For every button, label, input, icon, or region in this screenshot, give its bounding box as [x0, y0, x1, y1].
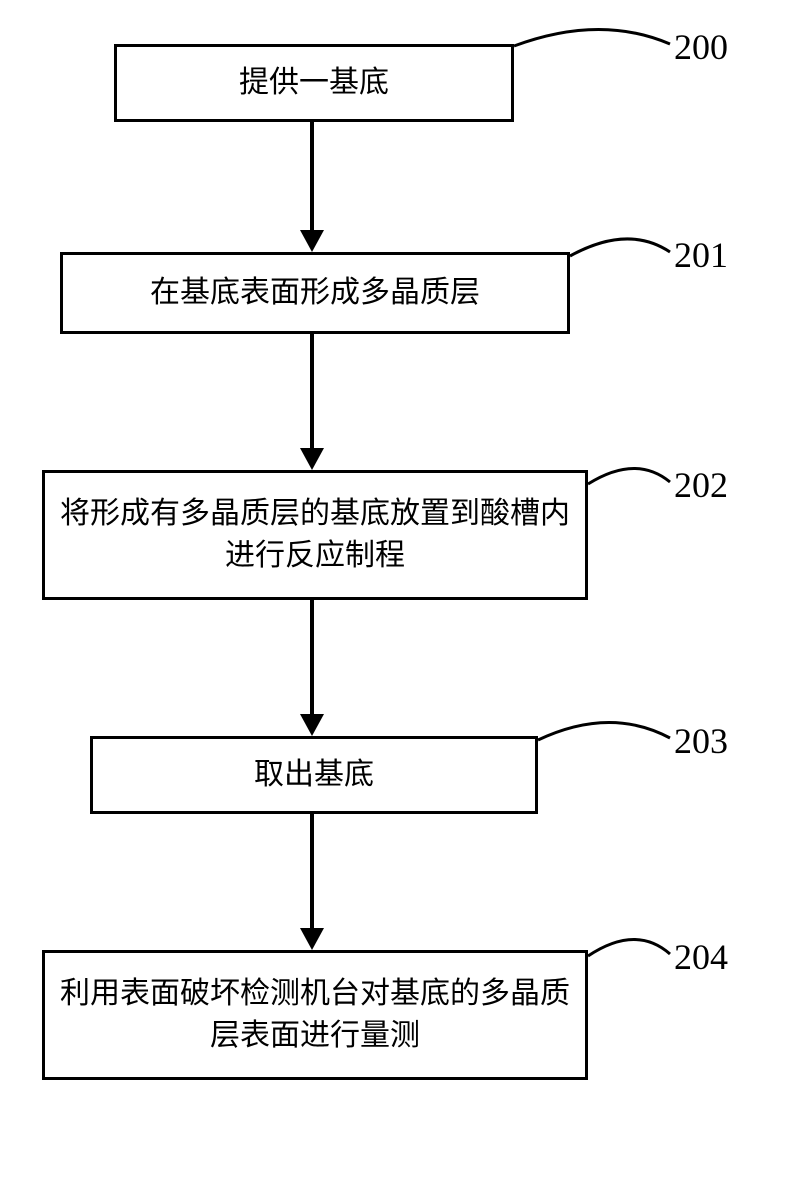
- arrow-head-3: [300, 928, 324, 950]
- leader-curve-3: [534, 702, 674, 744]
- flow-node-202: 将形成有多晶质层的基底放置到酸槽内进行反应制程: [42, 470, 588, 600]
- arrow-head-2: [300, 714, 324, 736]
- leader-curve-0: [510, 10, 674, 50]
- flowchart-canvas: 提供一基底在基底表面形成多晶质层将形成有多晶质层的基底放置到酸槽内进行反应制程取…: [0, 0, 798, 1194]
- flow-label-200: 200: [674, 26, 728, 68]
- arrow-head-1: [300, 448, 324, 470]
- arrow-shaft-3: [310, 814, 314, 928]
- leader-curve-1: [566, 220, 674, 260]
- flow-label-203: 203: [674, 720, 728, 762]
- flow-label-204: 204: [674, 936, 728, 978]
- arrow-shaft-2: [310, 600, 314, 714]
- flow-label-202: 202: [674, 464, 728, 506]
- flow-node-203: 取出基底: [90, 736, 538, 814]
- flow-node-text: 利用表面破坏检测机台对基底的多晶质层表面进行量测: [55, 973, 575, 1057]
- flow-label-201: 201: [674, 234, 728, 276]
- leader-curve-4: [584, 920, 674, 960]
- flow-node-text: 提供一基底: [239, 62, 389, 104]
- arrow-shaft-1: [310, 334, 314, 448]
- flow-node-text: 在基底表面形成多晶质层: [150, 272, 480, 314]
- flow-node-text: 取出基底: [254, 754, 374, 796]
- flow-node-201: 在基底表面形成多晶质层: [60, 252, 570, 334]
- flow-node-200: 提供一基底: [114, 44, 514, 122]
- arrow-shaft-0: [310, 122, 314, 230]
- leader-curve-2: [584, 450, 674, 488]
- flow-node-text: 将形成有多晶质层的基底放置到酸槽内进行反应制程: [55, 493, 575, 577]
- arrow-head-0: [300, 230, 324, 252]
- flow-node-204: 利用表面破坏检测机台对基底的多晶质层表面进行量测: [42, 950, 588, 1080]
